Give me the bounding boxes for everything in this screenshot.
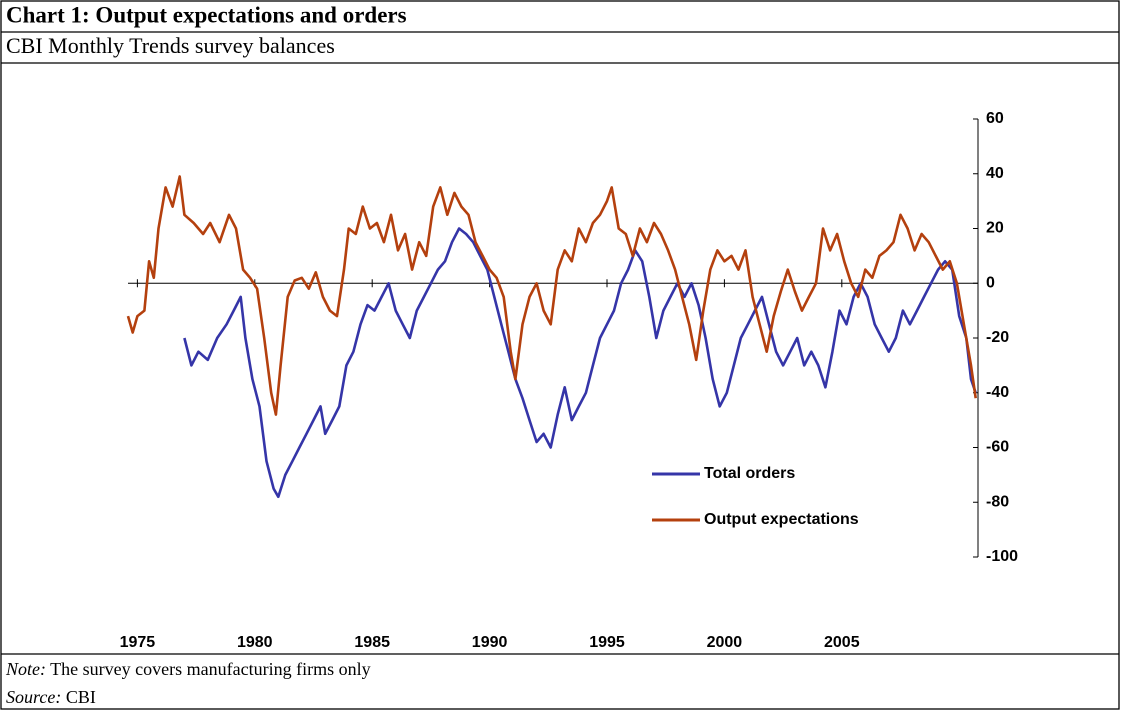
y-tick-label: -20 (986, 329, 1009, 346)
x-tick-label: 2005 (824, 634, 860, 651)
y-tick-label: 40 (986, 165, 1004, 182)
chart-subtitle: CBI Monthly Trends survey balances (6, 33, 335, 58)
note-text: The survey covers manufacturing firms on… (46, 659, 371, 679)
note-label: Note: (5, 659, 46, 679)
legend-label: Output expectations (704, 511, 859, 528)
x-tick-label: 1995 (589, 634, 625, 651)
x-tick-label: 2000 (707, 634, 743, 651)
x-tick-label: 1980 (237, 634, 273, 651)
series-line (126, 175, 977, 416)
y-tick-label: -40 (986, 384, 1009, 401)
y-tick-label: 0 (986, 274, 995, 291)
x-tick-label: 1990 (472, 634, 508, 651)
source-text: CBI (61, 687, 96, 707)
legend-label: Total orders (704, 465, 795, 482)
y-tick-label: -80 (986, 493, 1009, 510)
note: Note: The survey covers manufacturing fi… (5, 659, 371, 679)
source-label: Source: (6, 687, 61, 707)
x-tick-label: 1975 (120, 634, 156, 651)
y-tick-label: -100 (986, 548, 1018, 565)
y-tick-label: 60 (986, 110, 1004, 127)
y-tick-label: -60 (986, 439, 1009, 456)
series-line (183, 227, 977, 499)
y-tick-label: 20 (986, 220, 1004, 237)
chart-title: Chart 1: Output expectations and orders (6, 2, 407, 27)
source: Source: CBI (6, 687, 96, 707)
x-tick-label: 1985 (354, 634, 390, 651)
